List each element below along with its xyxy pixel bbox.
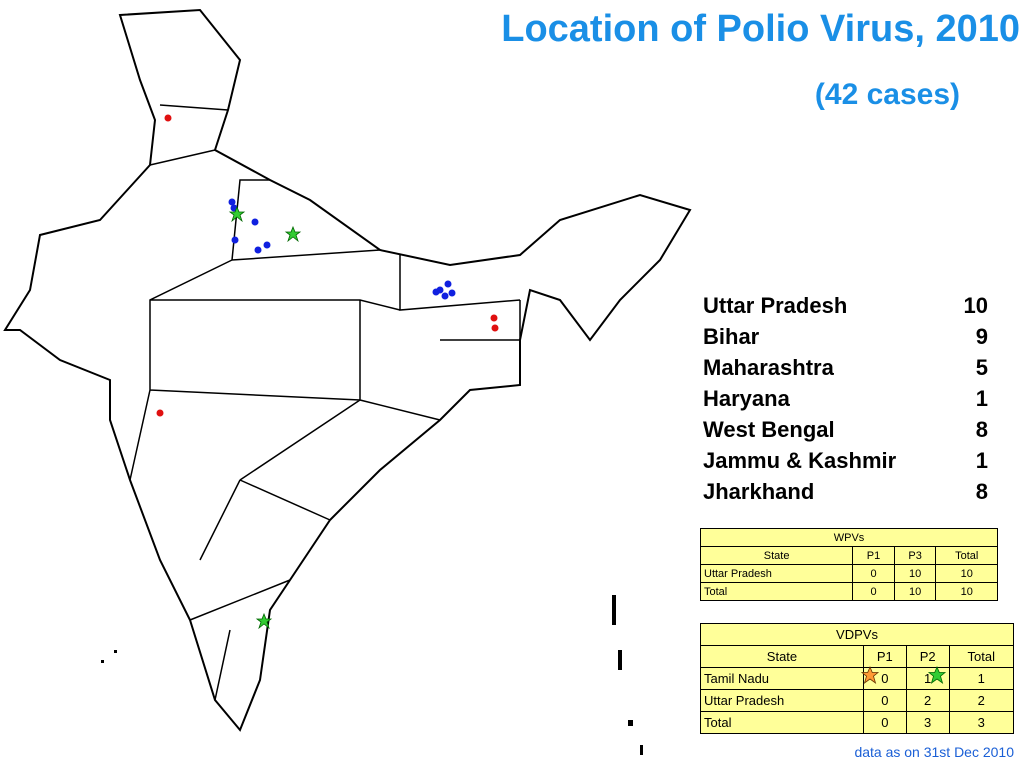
table-cell: Uttar Pradesh [699, 564, 854, 583]
state-count: 1 [975, 386, 988, 411]
table-cell: 10 [935, 582, 998, 601]
table-row: Uttar Pradesh 0 10 10 [699, 564, 998, 583]
table-cell: 2 [948, 689, 1015, 712]
header-cell: State [700, 645, 864, 668]
state-list: Uttar Pradesh 10 Bihar 9 Maharashtra 5 Haryana… [703, 290, 988, 507]
islands [101, 595, 643, 755]
header-row: State P1 P3 Total [699, 546, 998, 565]
table-cell: 3 [905, 711, 950, 734]
header-cell: Total [948, 645, 1015, 668]
map [3, 8, 692, 755]
header-cell: Total [935, 546, 998, 565]
table-cell: 3 [948, 711, 1015, 734]
state-name: Uttar Pradesh [703, 293, 848, 318]
footnote: data as on 31st Dec 2010 [854, 744, 1014, 760]
table-cell: 10 [893, 582, 937, 601]
state-row: Uttar Pradesh 10 [703, 290, 988, 321]
country-outline [3, 8, 692, 732]
table-row: Total 0 3 3 [700, 711, 1015, 734]
state-borders [129, 104, 521, 701]
table-cell: Total [699, 582, 854, 601]
state-row: Maharashtra 5 [703, 352, 988, 383]
table-cell: Uttar Pradesh [700, 689, 864, 712]
vdpv-stars [228, 205, 302, 630]
table-cell: Tamil Nadu [700, 667, 864, 690]
table-cell: 0 [852, 564, 895, 583]
state-name: Jharkhand [703, 479, 815, 504]
blue-cases [228, 198, 456, 300]
state-count: 8 [975, 479, 988, 504]
wpv-table: WPVs State P1 P3 Total Uttar Pradesh 0 10 10 Tota… [699, 528, 998, 601]
table-cell: 10 [893, 564, 937, 583]
state-name: Jammu & Kashmir [703, 448, 897, 473]
header-cell: State [699, 546, 854, 565]
table-stars [860, 665, 947, 685]
state-count: 10 [963, 293, 988, 318]
header-row: State P1 P2 Total [700, 645, 1015, 668]
header-cell: P1 [852, 546, 895, 565]
red-cases [156, 114, 499, 417]
table-cell: 1 [948, 667, 1015, 690]
state-name: West Bengal [703, 417, 835, 442]
table-caption: WPVs [700, 528, 998, 547]
state-row: West Bengal 8 [703, 414, 988, 445]
subtitle: (42 cases) [814, 78, 960, 111]
state-count: 1 [975, 448, 988, 473]
table-cell: Total [700, 711, 864, 734]
table-cell: 0 [862, 711, 907, 734]
table-cell: 0 [852, 582, 895, 601]
header-cell: P3 [893, 546, 937, 565]
state-row: Bihar 9 [703, 321, 988, 352]
header-cell: P2 [905, 645, 950, 668]
caption-row: VDPVs [700, 623, 1014, 646]
state-row: Jammu & Kashmir 1 [703, 445, 988, 476]
table-cell: 2 [905, 689, 950, 712]
state-name: Bihar [703, 324, 760, 349]
table-cell: 10 [935, 564, 998, 583]
state-count: 9 [975, 324, 988, 349]
caption-row: WPVs [700, 528, 998, 547]
table-row: Total 0 10 10 [699, 582, 998, 601]
state-count: 5 [975, 355, 988, 380]
title: Location of Polio Virus, 2010 [501, 8, 1020, 50]
table-caption: VDPVs [700, 623, 1014, 646]
state-row: Jharkhand 8 [703, 476, 988, 507]
vdpv-table: VDPVs State P1 P2 Total Tamil Nadu 0 1 1 Uttar Pr… [700, 623, 1015, 734]
state-name: Haryana [703, 386, 790, 411]
state-name: Maharashtra [703, 355, 834, 380]
table-row: Tamil Nadu 0 1 1 [700, 667, 1015, 690]
state-count: 8 [975, 417, 988, 442]
table-cell: 0 [862, 689, 907, 712]
state-row: Haryana 1 [703, 383, 988, 414]
table-row: Uttar Pradesh 0 2 2 [700, 689, 1015, 712]
